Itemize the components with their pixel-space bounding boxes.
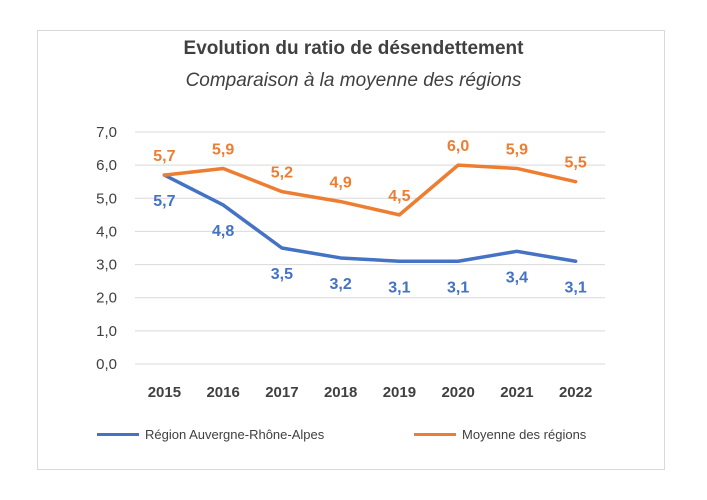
data-label-series-0: 4,8 — [212, 223, 234, 240]
chart-title: Evolution du ratio de désendettement — [183, 38, 524, 59]
data-label-series-1: 5,9 — [506, 141, 528, 158]
legend-swatch-aura — [97, 433, 139, 436]
data-label-series-1: 4,5 — [388, 188, 410, 205]
data-label-series-1: 5,7 — [153, 148, 175, 165]
data-label-series-0: 3,4 — [506, 269, 528, 286]
x-tick-label: 2022 — [559, 384, 592, 401]
y-tick-label: 7,0 — [96, 124, 117, 141]
y-tick-label: 6,0 — [96, 157, 117, 174]
legend-item-aura: Région Auvergne-Rhône-Alpes — [97, 427, 324, 442]
y-tick-label: 5,0 — [96, 190, 117, 207]
x-tick-label: 2015 — [148, 384, 181, 401]
series-line-0 — [162, 173, 578, 264]
data-label-series-1: 4,9 — [330, 175, 352, 192]
x-tick-label: 2021 — [500, 384, 533, 401]
y-tick-label: 0,0 — [96, 356, 117, 373]
legend-label-aura: Région Auvergne-Rhône-Alpes — [145, 427, 325, 442]
y-tick-label: 2,0 — [96, 290, 117, 307]
legend-item-moyenne: Moyenne des régions — [414, 427, 586, 442]
data-label-series-1: 5,2 — [271, 165, 293, 182]
data-label-series-1: 5,5 — [565, 155, 587, 172]
chart-subtitle: Comparaison à la moyenne des régions — [185, 70, 522, 91]
y-tick-label: 1,0 — [96, 323, 117, 340]
data-label-series-1: 6,0 — [447, 138, 469, 155]
x-tick-label: 2018 — [324, 384, 357, 401]
x-tick-label: 2020 — [441, 384, 474, 401]
chart-frame — [37, 30, 665, 470]
data-label-series-1: 5,9 — [212, 141, 234, 158]
y-tick-label: 3,0 — [96, 257, 117, 274]
data-label-series-0: 3,5 — [271, 266, 293, 283]
data-label-series-0: 3,1 — [388, 279, 410, 296]
legend-swatch-moyenne — [414, 433, 456, 436]
x-tick-label: 2017 — [265, 384, 298, 401]
legend-label-moyenne: Moyenne des régions — [462, 427, 587, 442]
data-label-series-0: 5,7 — [153, 193, 175, 210]
series-line-1 — [162, 163, 578, 217]
data-label-series-0: 3,2 — [330, 276, 352, 293]
y-tick-label: 4,0 — [96, 223, 117, 240]
data-label-series-0: 3,1 — [447, 279, 469, 296]
x-tick-label: 2019 — [383, 384, 416, 401]
data-label-series-0: 3,1 — [565, 279, 587, 296]
x-tick-label: 2016 — [206, 384, 239, 401]
